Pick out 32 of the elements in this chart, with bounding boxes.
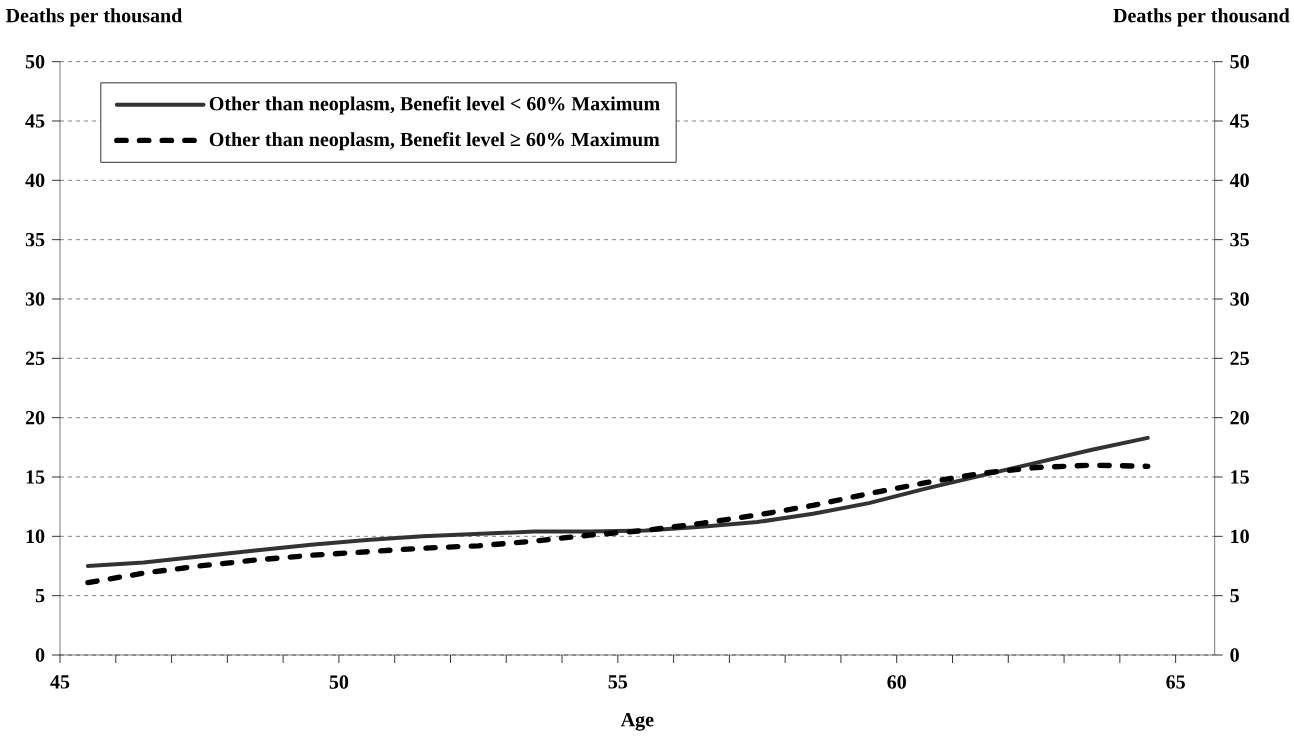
y-tick-label: 10 bbox=[26, 529, 45, 544]
y-tick-label: 5 bbox=[35, 589, 45, 603]
legend-label: Other than neoplasm, Benefit level < 60% Maximum bbox=[209, 96, 660, 115]
y-tick-label: 50 bbox=[25, 54, 45, 69]
x-tick-label: 45 bbox=[50, 675, 70, 689]
y2-tick-label: 10 bbox=[1231, 529, 1249, 544]
y2-axis-title: Deaths per thousand bbox=[1113, 8, 1290, 27]
x-tick-label: 50 bbox=[329, 675, 349, 689]
y2-tick-label: 50 bbox=[1230, 54, 1249, 69]
y-tick-label: 15 bbox=[26, 470, 45, 484]
y-tick-label: 0 bbox=[35, 648, 45, 662]
y-tick-label: 40 bbox=[25, 173, 45, 188]
y2-tick-label: 35 bbox=[1230, 232, 1249, 247]
y2-tick-label: 30 bbox=[1230, 292, 1249, 306]
y-tick-label: 30 bbox=[25, 292, 45, 306]
x-tick-label: 55 bbox=[608, 675, 628, 689]
y-tick-label: 45 bbox=[25, 114, 45, 128]
y2-tick-label: 20 bbox=[1230, 410, 1249, 425]
y2-tick-label: 15 bbox=[1231, 470, 1249, 484]
y2-tick-label: 45 bbox=[1229, 114, 1249, 128]
y-axis-title: Deaths per thousand bbox=[5, 8, 183, 27]
x-tick-label: 65 bbox=[1166, 675, 1185, 689]
legend-label: Other than neoplasm, Benefit level ≥ 60% Maximum bbox=[209, 131, 660, 151]
y2-tick-label: 5 bbox=[1230, 589, 1239, 603]
y2-tick-label: 40 bbox=[1229, 173, 1249, 188]
y-tick-label: 35 bbox=[25, 232, 45, 247]
y-tick-label: 25 bbox=[25, 351, 45, 366]
y-tick-label: 20 bbox=[25, 410, 45, 425]
x-axis-title: Age bbox=[620, 713, 654, 731]
y2-tick-label: 0 bbox=[1230, 648, 1239, 662]
x-tick-label: 60 bbox=[887, 675, 906, 689]
y2-tick-label: 25 bbox=[1230, 351, 1249, 366]
